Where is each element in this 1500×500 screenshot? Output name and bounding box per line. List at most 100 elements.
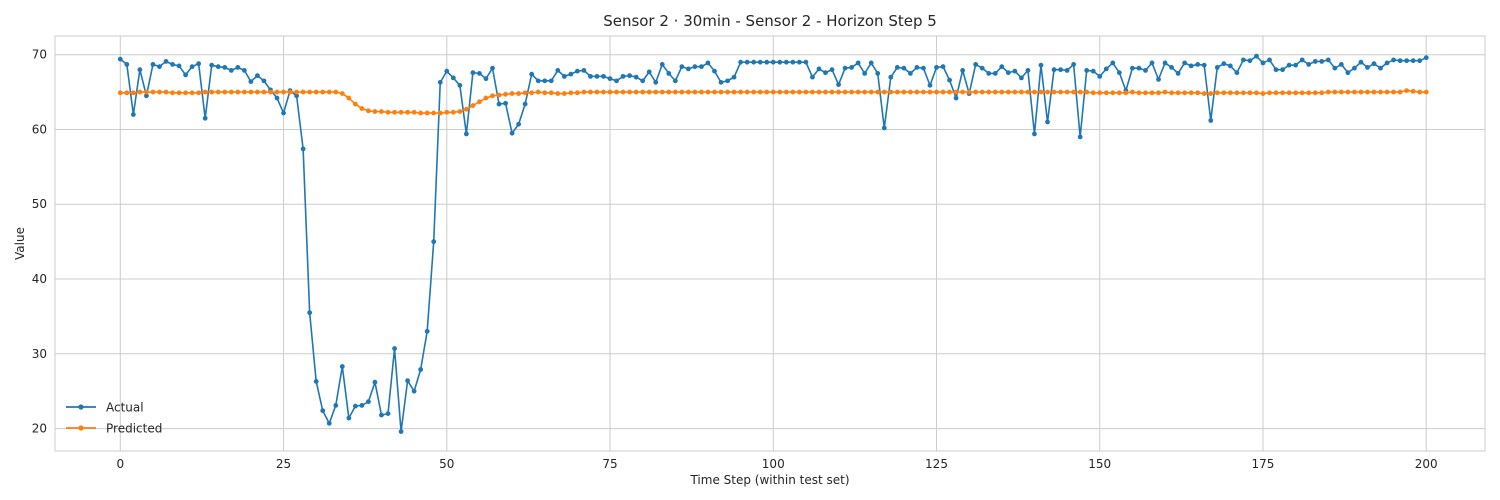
data-point-actual <box>646 69 652 75</box>
data-point-actual <box>607 76 613 82</box>
data-point-predicted <box>313 89 319 95</box>
data-point-actual <box>392 346 397 351</box>
data-point-predicted <box>796 89 802 95</box>
data-point-actual <box>1064 68 1070 73</box>
data-point-predicted <box>437 110 443 116</box>
data-point-actual <box>992 70 998 76</box>
data-point-actual <box>1208 118 1214 123</box>
data-point-actual <box>372 379 378 385</box>
data-point-predicted <box>424 110 430 116</box>
data-point-predicted <box>777 89 783 95</box>
data-point-actual <box>783 59 789 65</box>
data-point-predicted <box>875 89 881 95</box>
data-point-predicted <box>1299 90 1305 96</box>
data-point-predicted <box>150 89 156 95</box>
data-point-actual <box>352 403 358 409</box>
data-point-predicted <box>320 89 326 95</box>
data-point-predicted <box>222 89 228 95</box>
data-point-actual <box>444 68 450 74</box>
data-point-actual <box>1299 57 1305 63</box>
data-point-predicted <box>672 89 678 95</box>
data-point-actual <box>1149 60 1155 66</box>
data-point-actual <box>744 59 750 65</box>
data-point-actual <box>855 60 861 66</box>
data-point-predicted <box>241 89 247 95</box>
data-point-predicted <box>202 89 208 95</box>
data-point-predicted <box>555 91 561 96</box>
data-point-predicted <box>810 89 815 95</box>
data-point-actual <box>875 70 881 76</box>
data-point-actual <box>581 68 587 73</box>
data-point-predicted <box>379 109 384 114</box>
data-point-predicted <box>966 89 972 95</box>
data-point-predicted <box>1312 90 1318 96</box>
data-point-actual <box>653 79 659 85</box>
data-point-predicted <box>1267 90 1272 96</box>
data-point-actual <box>418 367 424 372</box>
data-point-predicted <box>764 89 770 95</box>
data-point-actual <box>574 68 580 74</box>
data-point-actual <box>894 65 900 70</box>
data-point-actual <box>196 61 202 67</box>
data-point-actual <box>699 64 704 70</box>
data-point-actual <box>548 78 554 84</box>
legend-label-actual: Actual <box>106 401 144 415</box>
data-point-predicted <box>1201 91 1207 96</box>
data-point-predicted <box>992 89 998 95</box>
plot-area <box>55 36 1485 451</box>
data-point-predicted <box>751 89 757 95</box>
data-point-predicted <box>431 110 437 116</box>
data-point-predicted <box>947 89 952 95</box>
data-point-actual <box>1260 60 1266 66</box>
data-point-predicted <box>268 89 273 95</box>
data-point-actual <box>366 399 371 405</box>
data-point-predicted <box>960 89 966 95</box>
data-point-actual <box>1319 59 1325 64</box>
data-point-predicted <box>1116 90 1122 96</box>
data-point-actual <box>738 59 744 65</box>
data-point-predicted <box>849 89 855 95</box>
data-point-predicted <box>1404 88 1410 93</box>
x-tick-label: 125 <box>925 457 948 471</box>
data-point-actual <box>307 310 313 316</box>
data-point-actual <box>1312 59 1318 64</box>
x-tick-label: 100 <box>762 457 785 471</box>
data-point-actual <box>1025 68 1031 73</box>
x-tick-label: 75 <box>602 457 617 471</box>
data-point-actual <box>150 62 156 67</box>
data-point-actual <box>1247 58 1253 64</box>
data-point-predicted <box>679 89 685 95</box>
y-tick-label: 40 <box>32 272 47 286</box>
data-point-actual <box>1045 119 1050 125</box>
data-point-actual <box>561 73 567 79</box>
data-point-actual <box>1371 61 1377 67</box>
data-point-actual <box>503 100 508 106</box>
data-point-actual <box>1234 70 1240 76</box>
data-point-predicted <box>509 91 515 96</box>
data-point-predicted <box>1227 90 1233 96</box>
data-point-predicted <box>901 89 907 95</box>
data-point-predicted <box>1352 89 1357 95</box>
data-point-predicted <box>718 89 724 95</box>
data-point-predicted <box>372 109 378 114</box>
data-point-actual <box>823 70 828 76</box>
data-point-actual <box>1090 68 1096 74</box>
data-point-predicted <box>712 89 717 95</box>
data-point-actual <box>359 402 365 408</box>
data-point-predicted <box>235 89 241 95</box>
data-point-actual <box>261 78 267 84</box>
data-point-predicted <box>633 89 639 95</box>
legend-marker-actual <box>78 404 84 410</box>
data-point-predicted <box>281 89 286 95</box>
data-point-predicted <box>1012 89 1018 95</box>
data-point-actual <box>1384 60 1390 66</box>
data-point-predicted <box>144 89 149 95</box>
data-point-actual <box>215 64 221 70</box>
data-point-predicted <box>1051 89 1057 95</box>
data-point-actual <box>627 73 633 79</box>
data-point-predicted <box>450 109 456 115</box>
data-point-predicted <box>463 106 469 112</box>
data-point-predicted <box>744 89 750 95</box>
